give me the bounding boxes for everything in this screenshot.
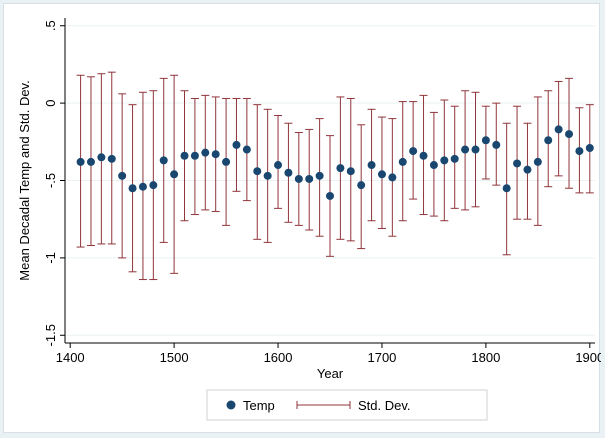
legend-std-marker — [296, 401, 351, 409]
temp-point — [419, 151, 428, 160]
temp-point — [492, 140, 501, 149]
temp-point — [107, 154, 116, 163]
temp-point — [222, 157, 231, 166]
temp-point — [97, 153, 106, 162]
chart-frame: 1400 1500 1600 1700 1800 1900 -1.5 -1 -.5 0 .5 Mea… — [3, 3, 601, 433]
temp-point — [357, 181, 366, 190]
temp-point — [377, 170, 386, 179]
temp-point — [565, 130, 574, 139]
legend-temp-marker — [226, 400, 236, 410]
temp-point — [554, 125, 563, 134]
temp-point — [118, 171, 127, 180]
temp-point — [429, 161, 438, 170]
temp-point — [232, 140, 241, 149]
temp-point — [450, 154, 459, 163]
temp-point — [284, 168, 293, 177]
x-tick-label: 1400 — [56, 350, 85, 365]
temp-point — [398, 157, 407, 166]
temp-point — [211, 150, 220, 159]
temp-point — [159, 156, 168, 165]
temp-point — [274, 161, 283, 170]
y-tick-label: 0 — [43, 100, 58, 107]
temp-point — [242, 145, 251, 154]
temp-point — [523, 165, 532, 174]
y-tick-label: .5 — [43, 20, 58, 31]
temp-point — [575, 147, 584, 156]
x-tick-label: 1600 — [264, 350, 293, 365]
temp-point — [502, 184, 511, 193]
temp-point — [326, 191, 334, 200]
temp-point — [585, 144, 594, 152]
temp-point — [461, 145, 470, 154]
x-tick-label: 1800 — [471, 350, 500, 365]
temp-point — [149, 181, 158, 190]
temp-point — [263, 171, 272, 180]
temp-point — [336, 164, 345, 173]
temp-point — [294, 174, 303, 183]
temp-point — [201, 148, 210, 157]
temp-point — [138, 182, 147, 191]
temp-point — [305, 174, 314, 183]
legend-std-label: Std. Dev. — [358, 398, 411, 413]
y-tick-label: -1.5 — [43, 324, 58, 346]
temp-point — [440, 156, 449, 165]
temp-point — [86, 157, 95, 166]
temp-point — [180, 151, 189, 160]
x-tick-label: 1900 — [575, 350, 601, 365]
temp-point — [481, 136, 490, 145]
y-axis-title: Mean Decadal Temp and Std. Dev. — [17, 80, 32, 280]
temp-point — [513, 159, 522, 168]
series-layer — [76, 71, 594, 281]
y-tick-label: -1 — [43, 252, 58, 264]
temp-point — [315, 171, 324, 180]
temp-point — [367, 161, 376, 170]
chart-svg: 1400 1500 1600 1700 1800 1900 -1.5 -1 -.5 0 .5 Mea… — [17, 18, 601, 421]
y-tick-label: -.5 — [43, 173, 58, 188]
temp-point — [190, 151, 199, 160]
temp-point — [253, 167, 262, 176]
x-tick-label: 1500 — [160, 350, 189, 365]
temp-point — [471, 145, 480, 154]
x-tick-label: 1700 — [367, 350, 396, 365]
temp-point — [388, 173, 397, 182]
temp-point — [170, 170, 179, 179]
temp-point — [346, 167, 355, 176]
temp-point — [533, 157, 542, 166]
legend-temp-label: Temp — [243, 398, 275, 413]
axes: 1400 1500 1600 1700 1800 1900 -1.5 -1 -.5 0 .5 — [43, 18, 601, 365]
temp-point — [409, 147, 418, 156]
temp-point — [128, 184, 137, 193]
temp-point — [76, 157, 85, 166]
temp-point — [544, 136, 553, 145]
x-axis-title: Year — [317, 366, 344, 381]
